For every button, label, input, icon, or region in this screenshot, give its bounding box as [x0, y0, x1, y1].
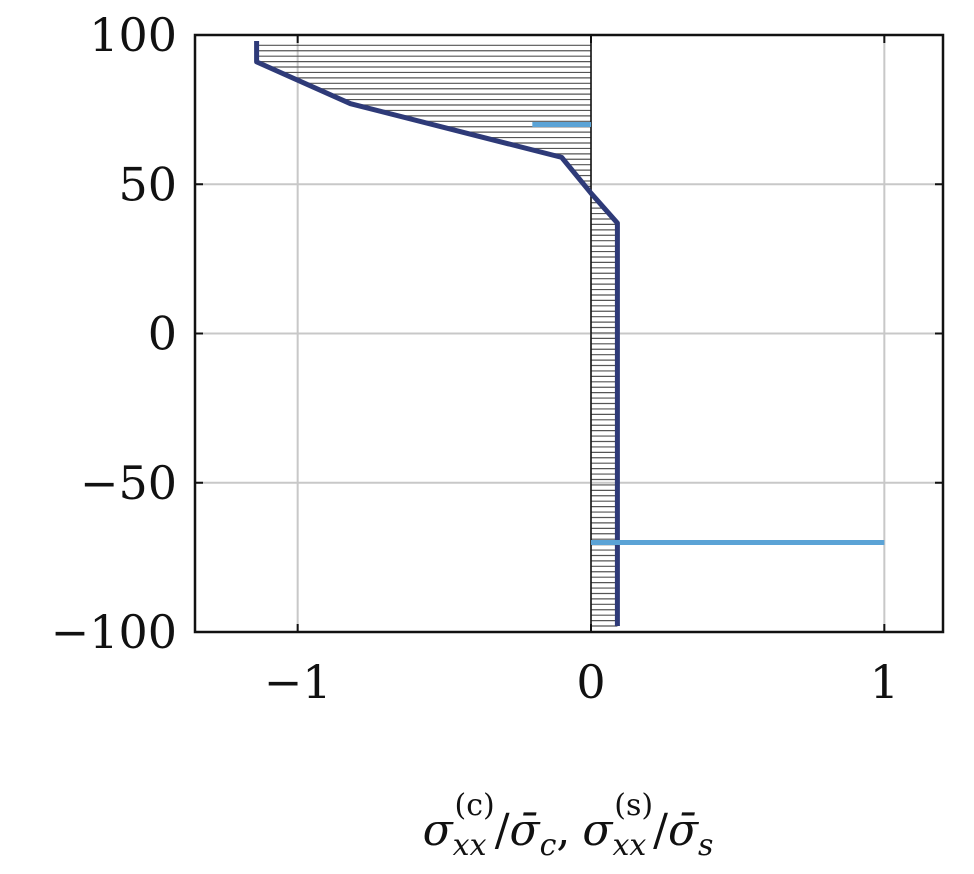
xlabel-sup-s: (s) [614, 788, 653, 823]
y-tick-labels: −100 −50 0 50 100 [51, 8, 177, 659]
tick-marks [195, 34, 943, 633]
x-tick-labels: −1 0 1 [264, 655, 899, 709]
xlabel-slash-1: / [495, 805, 510, 856]
xlabel-sigmabar-s: σ̄ [668, 805, 700, 856]
xlabel-slash-2: / [653, 805, 668, 856]
y-tick-label: 0 [148, 307, 177, 361]
y-tick-label: 50 [118, 157, 177, 211]
xlabel-sigmabar-c: σ̄ [510, 805, 542, 856]
hatched-area [256, 44, 618, 627]
x-axis-label: σxx(c)/σ̄c, σxx(s)/σ̄s [423, 788, 714, 863]
y-tick-label: 100 [89, 8, 177, 62]
x-tick-label: 1 [870, 655, 899, 709]
xlabel-comma: , [556, 805, 570, 856]
xlabel-sigma-s: σ [582, 805, 614, 856]
xlabel-barsub-c: c [540, 828, 557, 863]
y-tick-label: −50 [80, 456, 177, 510]
x-tick-label: 0 [576, 655, 605, 709]
y-tick-label: −100 [51, 605, 177, 659]
x-tick-label: −1 [264, 655, 332, 709]
xlabel-sup-c: (c) [455, 788, 495, 823]
concrete-stress-line [254, 40, 620, 627]
xlabel-sigma-c: σ [423, 805, 455, 856]
xlabel-barsub-s: s [698, 828, 713, 863]
xlabel-sub-s: xx [612, 828, 646, 863]
series-layer [254, 40, 885, 627]
xlabel-sub-c: xx [453, 828, 487, 863]
